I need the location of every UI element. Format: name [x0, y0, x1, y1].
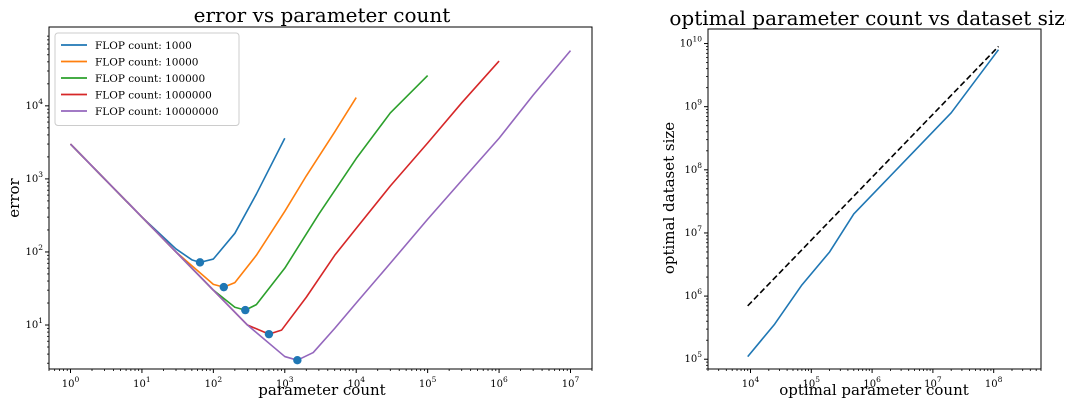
- chart-title: optimal parameter count vs dataset size: [669, 6, 1066, 30]
- optimum-point-1: [195, 258, 205, 267]
- chart-error-vs-parameter-count: error vs parameter count parameter count…: [5, 3, 593, 399]
- optimum-point-5: [293, 355, 302, 365]
- y-axis-label: optimal dataset size: [660, 122, 678, 274]
- tick-label: 100: [62, 375, 80, 390]
- legend-label: FLOP count: 10000: [95, 57, 199, 69]
- optimum-point-4: [264, 329, 274, 339]
- tick-label: 106: [684, 287, 702, 302]
- tick-label: 1010: [680, 35, 703, 50]
- tick-label: 109: [684, 98, 702, 113]
- legend: FLOP count: 1000 FLOP count: 10000 FLOP co…: [54, 32, 240, 126]
- tick-label: 103: [276, 375, 294, 390]
- legend-frame: [54, 32, 240, 126]
- tick-label: 107: [924, 375, 942, 390]
- series-line-1: [69, 137, 286, 264]
- y-axis-label: error: [5, 177, 23, 217]
- tick-label: 101: [133, 375, 151, 390]
- legend-label: FLOP count: 1000: [95, 40, 192, 52]
- tick-label: 107: [684, 224, 702, 239]
- chart-title: error vs parameter count: [194, 3, 451, 27]
- plot-frame: [707, 28, 1042, 370]
- plot-marks: [69, 50, 572, 365]
- tick-label: 106: [490, 375, 508, 390]
- x-axis-label: parameter count: [258, 381, 385, 399]
- legend-label: FLOP count: 1000000: [95, 90, 212, 102]
- tick-label: 102: [205, 375, 223, 390]
- tick-label: 104: [25, 97, 43, 112]
- axis-ticks: 100 101 102 103 104 105 106 107 101 102 103 104: [25, 35, 593, 390]
- tick-label: 105: [803, 375, 821, 390]
- tick-label: 104: [742, 375, 760, 390]
- series-line-5: [69, 50, 572, 361]
- reference-dashed-line: [747, 45, 1000, 307]
- tick-label: 105: [419, 375, 437, 390]
- tick-label: 106: [863, 375, 881, 390]
- tick-label: 108: [684, 161, 702, 176]
- axis-ticks: 104 105 106 107 108 105 106 107 108 109 1010: [680, 35, 1042, 390]
- plot-frame: [48, 26, 593, 370]
- optimal-curve-line: [747, 49, 1000, 358]
- tick-label: 104: [347, 375, 365, 390]
- tick-label: 107: [562, 375, 580, 390]
- optimum-point-2: [219, 282, 228, 292]
- tick-label: 105: [684, 350, 702, 365]
- chart-optimal-parameter-count-vs-dataset-size: optimal parameter count vs dataset size …: [660, 6, 1066, 399]
- tick-label: 103: [25, 170, 43, 185]
- legend-label: FLOP count: 10000000: [95, 106, 219, 118]
- plot-marks: [747, 45, 1000, 358]
- tick-label: 108: [985, 375, 1003, 390]
- tick-label: 102: [25, 243, 43, 258]
- legend-label: FLOP count: 100000: [95, 73, 205, 85]
- optimum-point-3: [241, 305, 250, 315]
- tick-label: 101: [25, 316, 43, 331]
- x-axis-label: optimal parameter count: [779, 381, 969, 399]
